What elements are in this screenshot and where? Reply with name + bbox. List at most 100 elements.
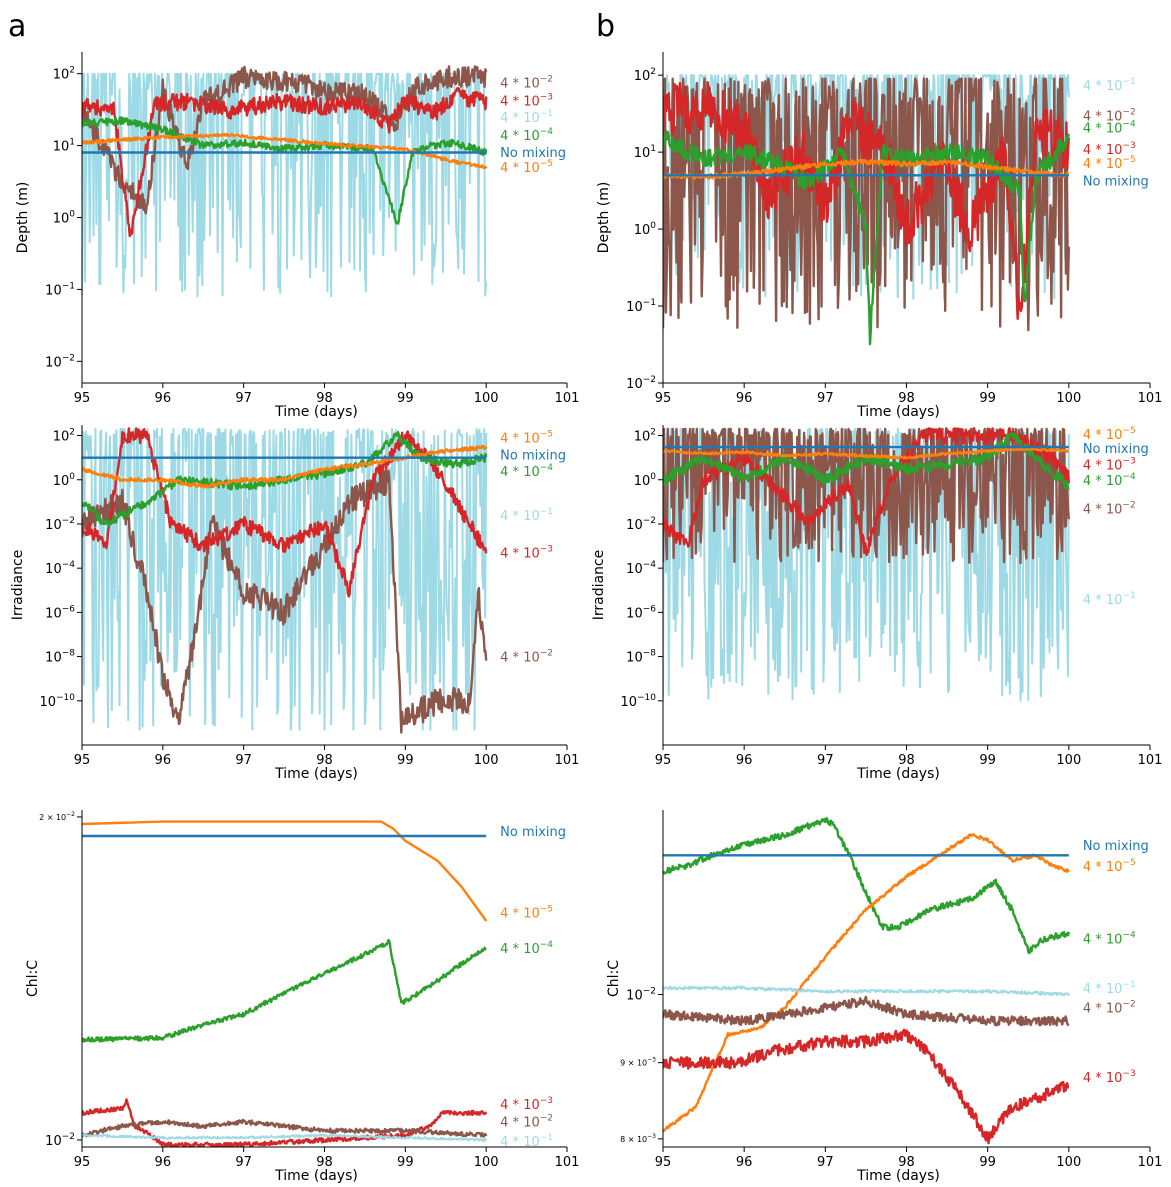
- series-label-4e-1: 4 * 10−1: [1083, 591, 1136, 608]
- x-tick-label: 95: [74, 753, 91, 768]
- series-label-4e-4: 4 * 10−4: [1083, 472, 1136, 489]
- series-line-4e-2: [663, 995, 1070, 1027]
- y-tick-label: 10−2: [45, 516, 75, 533]
- series-label-4e-1: 4 * 10−1: [500, 1133, 553, 1150]
- series-line-4e-3: [82, 87, 488, 238]
- series-group: [82, 427, 488, 734]
- series-line-4e-2: [82, 469, 488, 734]
- y-tick-label: 10−10: [39, 693, 75, 710]
- x-tick-label: 100: [474, 753, 499, 768]
- y-tick-label: 102: [634, 428, 656, 445]
- y-tick-label: 10−8: [626, 649, 656, 666]
- x-axis-label: Time (days): [274, 404, 358, 420]
- x-tick-label: 99: [397, 1155, 414, 1170]
- panel-letter-a: a: [8, 9, 26, 44]
- series-label-4e-4: 4 * 10−4: [500, 127, 553, 144]
- series-group: [82, 65, 488, 298]
- y-axis-label: Depth (m): [596, 182, 612, 254]
- series-line-4e-2: [82, 65, 488, 215]
- series-label-4e-5: 4 * 10−5: [500, 430, 553, 447]
- x-tick-label: 95: [655, 1155, 672, 1170]
- series-label-4e-3: 4 * 10−3: [1083, 456, 1136, 473]
- x-tick-label: 101: [555, 753, 580, 768]
- x-tick-label: 95: [74, 391, 91, 406]
- x-tick-label: 95: [655, 391, 672, 406]
- x-tick-label: 96: [155, 753, 172, 768]
- series-label-4e-3: 4 * 10−3: [1083, 141, 1136, 158]
- series-line-4e-5: [82, 820, 488, 922]
- series-label-no_mixing: No mixing: [500, 448, 566, 463]
- x-tick-label: 99: [979, 391, 996, 406]
- series-label-no_mixing: No mixing: [1083, 174, 1149, 189]
- y-tick-label: 10−8: [45, 649, 75, 666]
- series-line-4e-3: [663, 81, 1070, 320]
- series-label-4e-5: 4 * 10−5: [1083, 858, 1136, 875]
- x-axis-label: Time (days): [856, 766, 940, 782]
- y-axis-label: Irradiance: [591, 550, 607, 621]
- series-line-4e-3: [663, 1028, 1070, 1145]
- series-line-4e-4: [663, 129, 1070, 346]
- x-axis-label: Time (days): [856, 1168, 940, 1184]
- chart-a-chl: 95 96 97 98 99 100 101 2 × 10−2 10−2 Time (days) C…: [25, 810, 579, 1184]
- x-tick-label: 96: [736, 391, 753, 406]
- series-label-no_mixing: No mixing: [1083, 839, 1149, 854]
- series-label-4e-4: 4 * 10−4: [1083, 119, 1136, 136]
- chart-b-depth: 95 96 97 98 99 100 101 10−2 10−1 100 101 102 Time (d…: [596, 52, 1162, 420]
- x-tick-label: 101: [1138, 1155, 1163, 1170]
- panel-letter-b: b: [596, 9, 615, 44]
- series-label-4e-2: 4 * 10−2: [500, 1114, 553, 1131]
- y-tick-label: 9 × 10−3: [620, 1057, 656, 1068]
- y-tick-label: 8 × 10−3: [620, 1133, 656, 1144]
- series-label-no_mixing: No mixing: [500, 146, 566, 161]
- x-tick-label: 97: [817, 391, 834, 406]
- x-tick-label: 99: [979, 753, 996, 768]
- x-tick-label: 99: [397, 391, 414, 406]
- y-tick-label: 10−6: [626, 604, 656, 621]
- y-tick-label: 2 × 10−2: [39, 811, 75, 822]
- x-tick-label: 101: [555, 391, 580, 406]
- series-line-4e-2: [663, 427, 1070, 565]
- x-tick-label: 97: [235, 1155, 252, 1170]
- series-label-4e-3: 4 * 10−3: [500, 545, 553, 562]
- x-tick-label: 97: [235, 391, 252, 406]
- series-label-4e-5: 4 * 10−5: [500, 159, 553, 176]
- x-tick-label: 95: [74, 1155, 91, 1170]
- x-tick-label: 101: [555, 1155, 580, 1170]
- series-group: [663, 427, 1070, 702]
- y-tick-label: 10−10: [620, 693, 656, 710]
- x-tick-label: 100: [1056, 1155, 1081, 1170]
- series-line-4e-5: [663, 833, 1070, 1133]
- series-label-4e-3: 4 * 10−3: [500, 93, 553, 110]
- plots: 95 96 97 98 99 100 101 10−2 10−1 100 101 102 Time (d…: [10, 52, 1162, 1184]
- y-tick-label: 102: [53, 66, 75, 83]
- x-axis-label: Time (days): [274, 1168, 358, 1184]
- y-tick-label: 100: [634, 221, 657, 238]
- series-label-4e-5: 4 * 10−5: [500, 904, 553, 921]
- x-tick-label: 98: [898, 1155, 915, 1170]
- series-label-4e-4: 4 * 10−4: [1083, 931, 1136, 948]
- series-label-4e-2: 4 * 10−2: [1083, 1000, 1136, 1017]
- series-line-4e-1: [663, 985, 1070, 997]
- series-line-4e-5: [663, 446, 1070, 460]
- x-tick-label: 98: [316, 1155, 333, 1170]
- series-line-4e-2: [82, 1118, 488, 1138]
- y-axis-label: Chl:C: [25, 960, 41, 997]
- y-tick-label: 10−2: [626, 375, 656, 392]
- x-tick-label: 98: [898, 391, 915, 406]
- series-label-4e-1: 4 * 10−1: [1083, 980, 1136, 997]
- series-label-4e-1: 4 * 10−1: [1083, 77, 1136, 94]
- x-tick-label: 98: [316, 753, 333, 768]
- x-tick-label: 95: [655, 753, 672, 768]
- series-label-4e-4: 4 * 10−4: [500, 940, 553, 957]
- y-tick-label: 101: [634, 144, 656, 161]
- series-line-4e-2: [663, 77, 1070, 332]
- x-tick-label: 99: [979, 1155, 996, 1170]
- series-label-no_mixing: No mixing: [1083, 442, 1149, 457]
- y-tick-label: 100: [634, 472, 657, 489]
- series-label-4e-2: 4 * 10−2: [1083, 501, 1136, 518]
- x-tick-label: 97: [817, 753, 834, 768]
- y-tick-label: 10−1: [626, 298, 656, 315]
- x-tick-label: 101: [1138, 753, 1163, 768]
- x-tick-label: 100: [474, 391, 499, 406]
- x-tick-label: 96: [736, 1155, 753, 1170]
